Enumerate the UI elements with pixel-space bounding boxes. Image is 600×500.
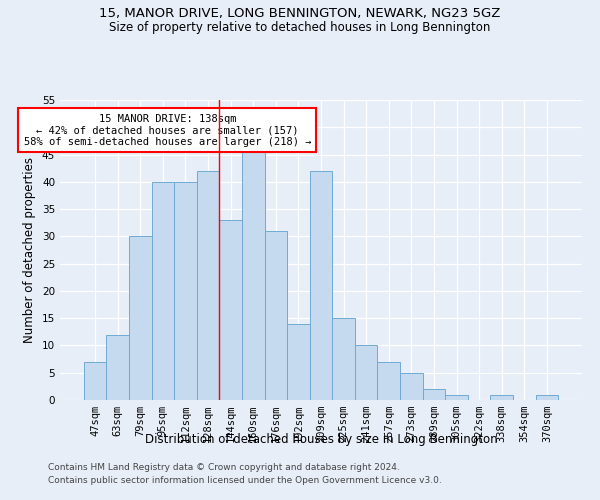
Y-axis label: Number of detached properties: Number of detached properties xyxy=(23,157,37,343)
Bar xyxy=(490,394,513,400)
Text: 15 MANOR DRIVE: 138sqm
← 42% of detached houses are smaller (157)
58% of semi-de: 15 MANOR DRIVE: 138sqm ← 42% of detached… xyxy=(23,114,311,147)
Bar xyxy=(536,394,558,400)
Bar xyxy=(220,220,242,400)
Text: Distribution of detached houses by size in Long Bennington: Distribution of detached houses by size … xyxy=(145,432,497,446)
Bar xyxy=(174,182,197,400)
Bar xyxy=(84,362,106,400)
Text: Contains public sector information licensed under the Open Government Licence v3: Contains public sector information licen… xyxy=(48,476,442,485)
Text: Contains HM Land Registry data © Crown copyright and database right 2024.: Contains HM Land Registry data © Crown c… xyxy=(48,464,400,472)
Bar xyxy=(355,346,377,400)
Bar xyxy=(242,149,265,400)
Bar xyxy=(287,324,310,400)
Bar xyxy=(377,362,400,400)
Bar xyxy=(129,236,152,400)
Bar xyxy=(422,389,445,400)
Bar xyxy=(332,318,355,400)
Bar xyxy=(265,231,287,400)
Bar xyxy=(310,171,332,400)
Bar xyxy=(400,372,422,400)
Text: Size of property relative to detached houses in Long Bennington: Size of property relative to detached ho… xyxy=(109,22,491,35)
Bar xyxy=(197,171,220,400)
Text: 15, MANOR DRIVE, LONG BENNINGTON, NEWARK, NG23 5GZ: 15, MANOR DRIVE, LONG BENNINGTON, NEWARK… xyxy=(100,8,500,20)
Bar xyxy=(106,334,129,400)
Bar xyxy=(152,182,174,400)
Bar xyxy=(445,394,468,400)
